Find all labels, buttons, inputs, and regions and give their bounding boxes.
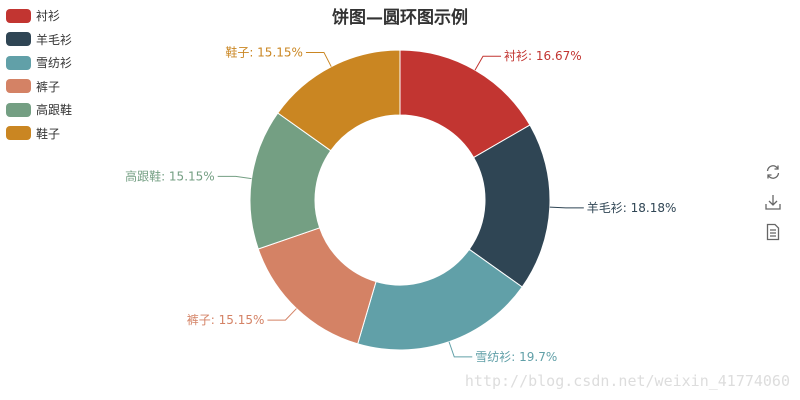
legend-label: 裤子 bbox=[36, 79, 61, 94]
slice-label: 鞋子: 15.15% bbox=[225, 44, 303, 59]
legend-swatch bbox=[6, 102, 31, 117]
slice-label: 羊毛衫: 18.18% bbox=[587, 200, 677, 215]
slice-label: 雪纺衫: 19.7% bbox=[475, 350, 557, 364]
legend-swatch bbox=[6, 55, 31, 70]
legend-label: 鞋子 bbox=[36, 126, 61, 141]
label-line bbox=[305, 51, 332, 67]
legend-item[interactable]: 高跟鞋 bbox=[6, 98, 72, 122]
legend-label: 衬衫 bbox=[36, 9, 61, 24]
legend-swatch bbox=[6, 79, 31, 94]
legend: 衬衫羊毛衫雪纺衫裤子高跟鞋鞋子 bbox=[6, 4, 72, 145]
toolbox bbox=[764, 163, 784, 253]
watermark: http://blog.csdn.net/weixin_41774060 bbox=[464, 372, 790, 390]
pie-slice[interactable] bbox=[257, 227, 377, 345]
legend-item[interactable]: 羊毛衫 bbox=[6, 28, 72, 52]
label-line bbox=[267, 308, 297, 321]
data-view-icon[interactable] bbox=[764, 223, 782, 241]
label-line bbox=[217, 175, 252, 180]
legend-item[interactable]: 裤子 bbox=[6, 75, 72, 99]
download-icon[interactable] bbox=[764, 193, 782, 211]
legend-item[interactable]: 雪纺衫 bbox=[6, 51, 72, 75]
legend-label: 羊毛衫 bbox=[36, 32, 73, 47]
legend-item[interactable]: 衬衫 bbox=[6, 4, 72, 28]
pie-slice[interactable] bbox=[277, 49, 401, 152]
legend-label: 高跟鞋 bbox=[36, 103, 73, 118]
slice-label: 裤子: 15.15% bbox=[187, 313, 265, 327]
slice-label: 高跟鞋: 15.15% bbox=[125, 168, 215, 183]
legend-item[interactable]: 鞋子 bbox=[6, 122, 72, 146]
pie-slice[interactable] bbox=[357, 248, 523, 351]
slice-label: 衬衫: 16.67% bbox=[504, 49, 582, 63]
label-line bbox=[549, 206, 584, 209]
label-line bbox=[474, 55, 502, 71]
legend-swatch bbox=[6, 32, 31, 47]
legend-swatch bbox=[6, 126, 31, 141]
legend-label: 雪纺衫 bbox=[36, 56, 73, 71]
legend-swatch bbox=[6, 8, 31, 23]
label-line bbox=[448, 341, 473, 358]
refresh-icon[interactable] bbox=[764, 163, 782, 181]
chart-title: 饼图—圆环图示例 bbox=[332, 8, 468, 28]
